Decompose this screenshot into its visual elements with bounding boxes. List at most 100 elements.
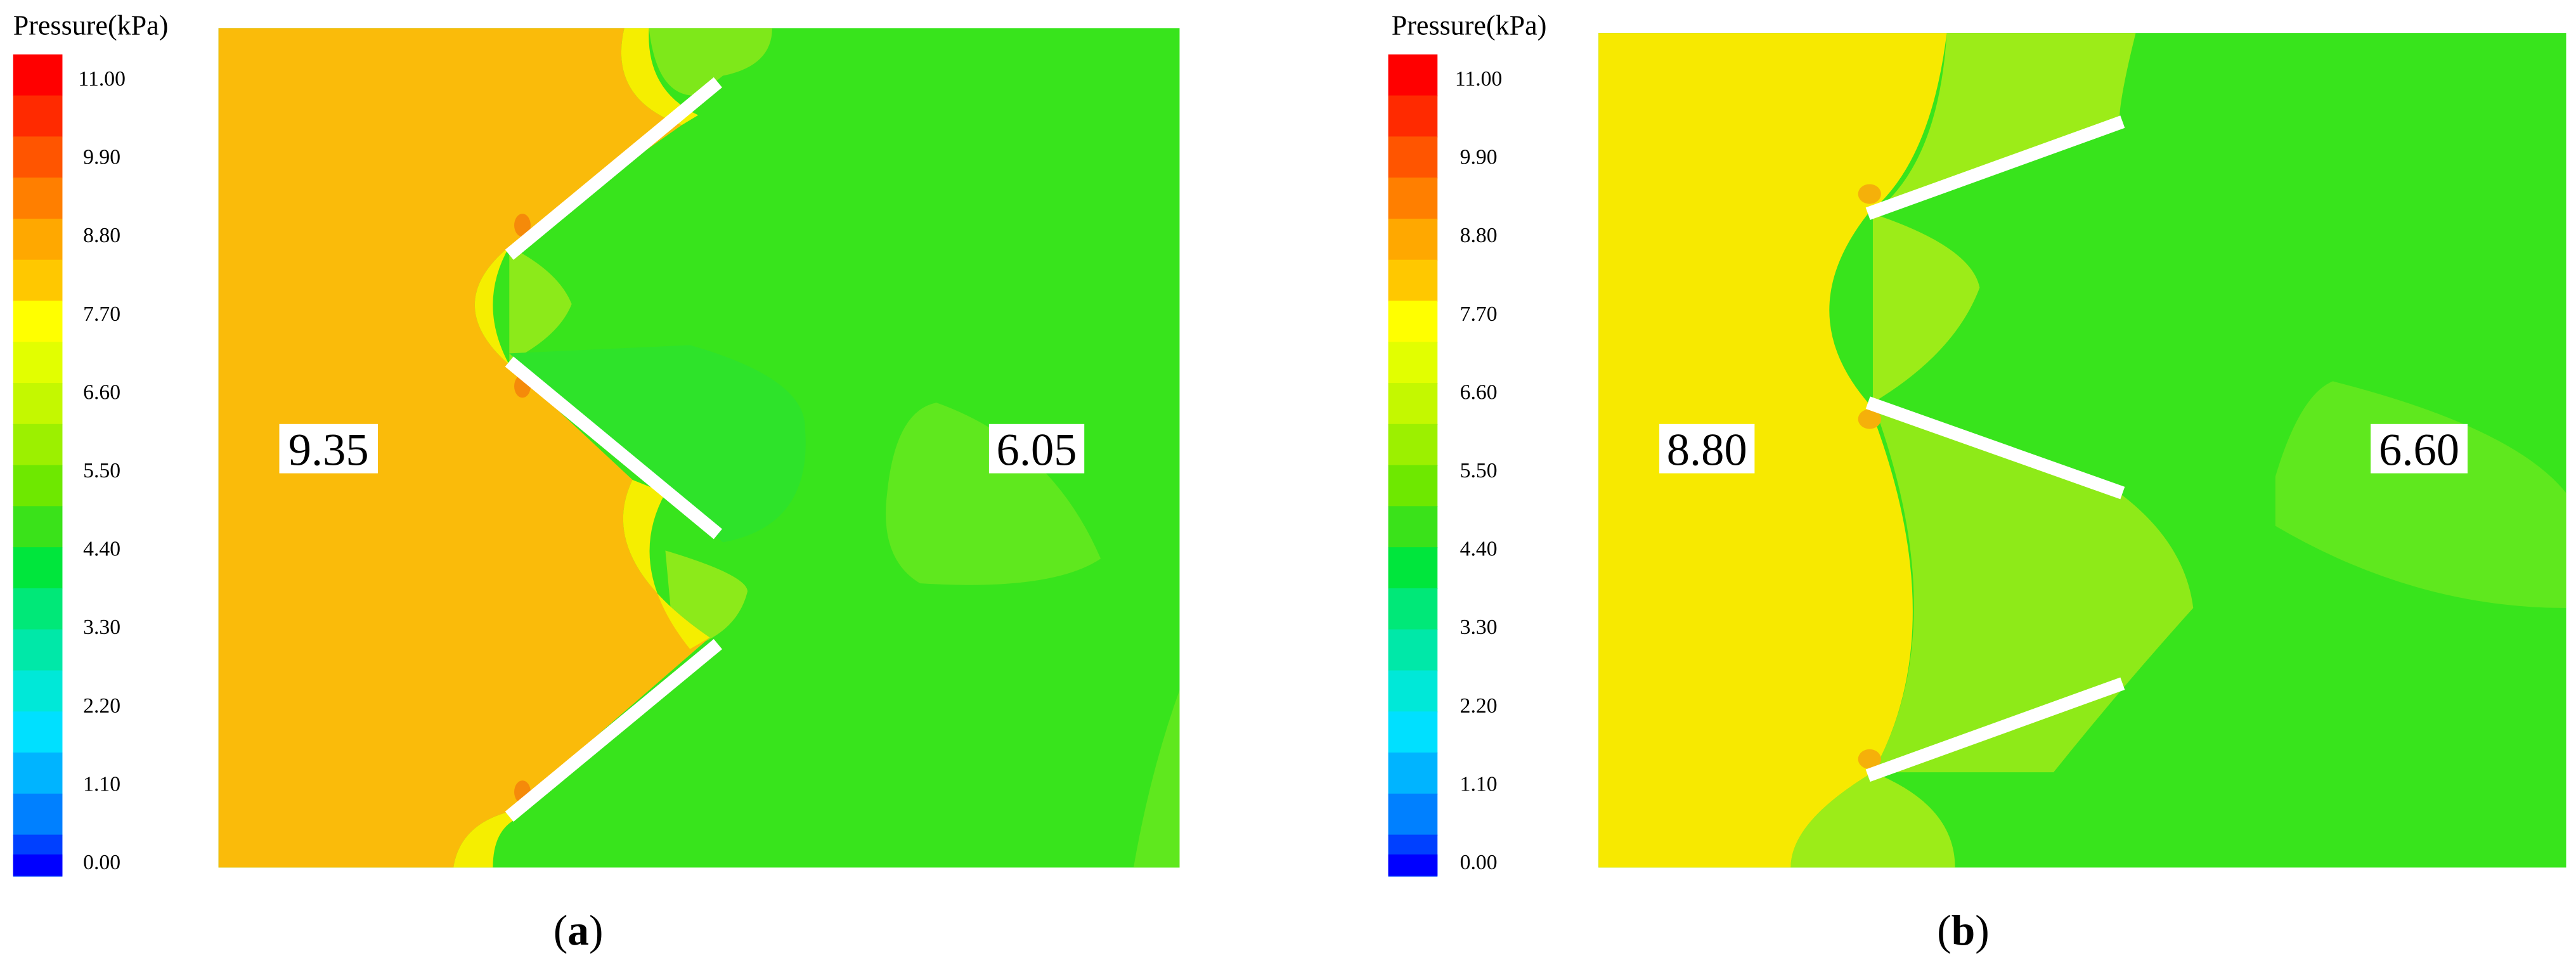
plate [505,77,722,260]
legend-tick-label: 11.00 [78,67,126,91]
colorbar-band [1388,854,1438,876]
colorbar [13,54,63,877]
legend-tick-label: 8.80 [83,224,120,247]
colorbar-band [13,218,63,261]
contour-b [1598,33,2566,868]
panel: Pressure(kPa) 11.00 9.90 8.80 7.70 6.60 5.50 4.… [1388,10,2468,954]
caption-paren: ) [1975,907,1989,954]
colorbar-band [1388,342,1438,384]
panel: Pressure(kPa) 11.00 9.90 8.80 7.70 6.60 5.50 4.… [13,10,1085,954]
colorbar-band [13,259,63,302]
annotation: 8.80 [1667,424,1747,475]
high-spot [1858,184,1881,204]
yellow-zone [1598,33,1947,868]
colorbar-band [1388,588,1438,631]
colorbar-band [13,753,63,795]
colorbar-band [13,301,63,343]
colorbar-band [1388,547,1438,590]
colorbar-band [1388,753,1438,795]
colorbar-band [1388,259,1438,302]
band [1790,772,1955,868]
colorbar-band [1388,218,1438,261]
annotation-box [2371,423,2468,474]
high-spot [514,214,531,237]
annotation-box [279,423,378,474]
colorbar-band [1388,136,1438,179]
plate [1865,677,2125,782]
colorbar-band [13,711,63,754]
colorbar-band [1388,629,1438,671]
colorbar-band [1388,506,1438,548]
annotation-box [988,423,1085,474]
legend-tick-label: 4.40 [1460,538,1498,561]
legend-tick-label: 2.20 [83,694,120,718]
legend-tick-label: 6.60 [1460,380,1498,404]
colorbar-band [1388,711,1438,754]
colorbar-band [1388,793,1438,836]
legend-tick-label: 3.30 [83,616,120,639]
colorbar-band [13,54,63,96]
annotation: 6.05 [997,424,1077,475]
colorbar-band [1388,423,1438,466]
annotation: 9.35 [288,424,369,475]
legend-tick-label: 7.70 [1460,302,1498,326]
annotation: 6.60 [2379,424,2459,475]
band [474,246,510,365]
legend-tick-label: 3.30 [1460,616,1498,639]
band [1872,214,1980,403]
colorbar-band [13,465,63,507]
light-green-zone [2275,381,2566,609]
high-spot [1858,749,1881,769]
colorbar-band [13,547,63,590]
legend-tick-label: 5.50 [83,459,120,482]
legend-title: Pressure(kPa) [13,10,169,41]
colorbar-band [1388,95,1438,138]
colorbar-band [13,342,63,384]
colorbar-band [13,506,63,548]
colorbar-band [13,423,63,466]
band [1872,33,2136,214]
legend-tick-label: 4.40 [83,538,120,561]
plate [1865,396,2125,500]
legend-tick-label: 1.10 [1460,772,1498,796]
legend-tick-label: 0.00 [1460,851,1498,874]
colorbar-band [13,383,63,425]
colorbar-band [13,670,63,713]
colorbar-band [13,588,63,631]
legend-tick-label: 1.10 [83,772,120,796]
band [509,345,806,543]
colorbar-band [13,136,63,179]
band [453,811,518,868]
colorbar-band [13,95,63,138]
colorbar-band [1388,178,1438,220]
light-green-zone [1133,690,1180,868]
legend-tick-label: 2.20 [1460,694,1498,718]
legend-title: Pressure(kPa) [1392,10,1547,41]
band [621,28,699,126]
colorbar-band [1388,301,1438,343]
legend-tick-label: 0.00 [83,851,120,874]
band [665,550,748,641]
colorbar [1388,54,1438,877]
legend-tick-label: 8.80 [1460,224,1498,247]
caption: (a) [553,907,604,954]
caption-paren: ( [553,907,567,954]
colorbar-band [1388,465,1438,507]
plate [505,356,722,540]
colorbar-band [1388,383,1438,425]
colorbar-band [13,793,63,836]
legend-tick-label: 7.70 [83,302,120,326]
high-spot [1858,409,1881,429]
colorbar-band [1388,54,1438,96]
band [623,479,710,649]
caption-letter: b [1951,907,1975,954]
colorbar-band [1388,670,1438,713]
annotation-box [1659,423,1755,474]
orange-zone [218,28,710,868]
caption-paren: ( [1937,907,1951,954]
caption: (b) [1937,907,1989,954]
legend-tick-label: 9.90 [1460,146,1498,169]
legend-tick-label: 11.00 [1455,67,1503,91]
legend-tick-label: 6.60 [83,380,120,404]
colorbar-band [13,854,63,876]
